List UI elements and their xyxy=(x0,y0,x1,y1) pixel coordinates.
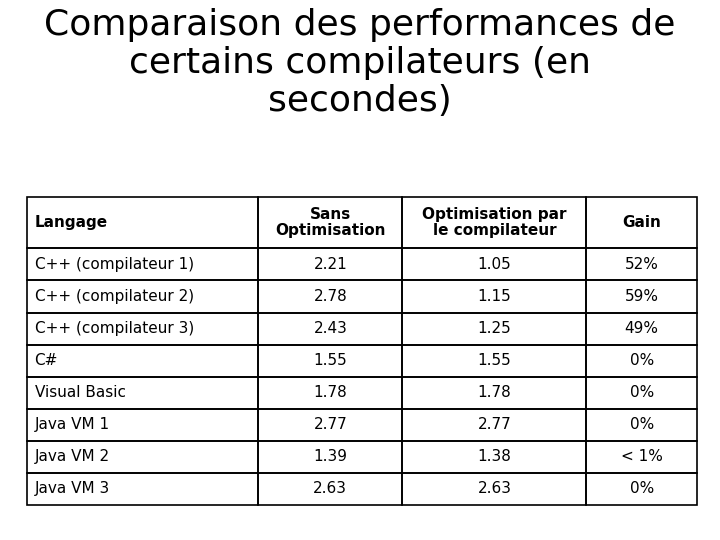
Text: 1.15: 1.15 xyxy=(477,289,511,304)
Bar xyxy=(258,377,402,409)
Text: 49%: 49% xyxy=(625,321,659,336)
Text: Gain: Gain xyxy=(622,215,661,230)
Text: Java VM 3: Java VM 3 xyxy=(35,481,110,496)
Text: C++ (compilateur 3): C++ (compilateur 3) xyxy=(35,321,194,336)
Bar xyxy=(402,313,587,345)
Text: C++ (compilateur 2): C++ (compilateur 2) xyxy=(35,289,194,304)
Text: 59%: 59% xyxy=(625,289,659,304)
Text: 2.77: 2.77 xyxy=(477,417,511,432)
Text: 0%: 0% xyxy=(629,481,654,496)
Bar xyxy=(258,409,402,441)
Text: 1.25: 1.25 xyxy=(477,321,511,336)
Bar xyxy=(27,248,258,280)
Text: Visual Basic: Visual Basic xyxy=(35,385,125,400)
Text: 2.63: 2.63 xyxy=(313,481,347,496)
Text: 1.38: 1.38 xyxy=(477,449,511,464)
Bar xyxy=(587,409,697,441)
Bar xyxy=(258,441,402,473)
Bar xyxy=(258,248,402,280)
Bar xyxy=(402,345,587,377)
Text: 1.55: 1.55 xyxy=(313,353,347,368)
Bar xyxy=(27,473,258,505)
Bar xyxy=(27,313,258,345)
Bar xyxy=(258,345,402,377)
Bar xyxy=(402,377,587,409)
Text: Langage: Langage xyxy=(35,215,108,230)
Text: 1.78: 1.78 xyxy=(313,385,347,400)
Bar xyxy=(258,473,402,505)
Bar xyxy=(587,473,697,505)
Text: 2.43: 2.43 xyxy=(313,321,347,336)
Bar xyxy=(258,313,402,345)
Bar xyxy=(27,377,258,409)
Text: Comparaison des performances de
certains compilateurs (en
secondes): Comparaison des performances de certains… xyxy=(45,8,675,118)
Text: Java VM 2: Java VM 2 xyxy=(35,449,109,464)
Text: 2.77: 2.77 xyxy=(313,417,347,432)
Bar xyxy=(587,313,697,345)
Text: < 1%: < 1% xyxy=(621,449,662,464)
Bar xyxy=(587,280,697,313)
Text: 1.78: 1.78 xyxy=(477,385,511,400)
Text: 1.05: 1.05 xyxy=(477,257,511,272)
Text: C#: C# xyxy=(35,353,58,368)
Bar xyxy=(402,197,587,248)
Bar xyxy=(402,473,587,505)
Text: 0%: 0% xyxy=(629,353,654,368)
Bar xyxy=(27,280,258,313)
Bar xyxy=(27,197,258,248)
Bar xyxy=(587,248,697,280)
Bar xyxy=(258,197,402,248)
Bar xyxy=(587,441,697,473)
Text: 0%: 0% xyxy=(629,385,654,400)
Text: 1.39: 1.39 xyxy=(313,449,347,464)
Bar xyxy=(27,409,258,441)
Bar xyxy=(587,197,697,248)
Bar xyxy=(402,409,587,441)
Bar xyxy=(27,441,258,473)
Text: Optimisation par
le compilateur: Optimisation par le compilateur xyxy=(422,207,567,238)
Bar xyxy=(402,441,587,473)
Text: C++ (compilateur 1): C++ (compilateur 1) xyxy=(35,257,194,272)
Text: 0%: 0% xyxy=(629,417,654,432)
Bar xyxy=(402,248,587,280)
Bar xyxy=(258,280,402,313)
Bar xyxy=(27,345,258,377)
Text: 2.63: 2.63 xyxy=(477,481,511,496)
Text: Sans
Optimisation: Sans Optimisation xyxy=(275,207,386,238)
Text: 2.21: 2.21 xyxy=(313,257,347,272)
Bar xyxy=(402,280,587,313)
Text: 2.78: 2.78 xyxy=(313,289,347,304)
Text: 1.55: 1.55 xyxy=(477,353,511,368)
Text: 52%: 52% xyxy=(625,257,659,272)
Bar xyxy=(587,345,697,377)
Bar xyxy=(587,377,697,409)
Text: Java VM 1: Java VM 1 xyxy=(35,417,109,432)
